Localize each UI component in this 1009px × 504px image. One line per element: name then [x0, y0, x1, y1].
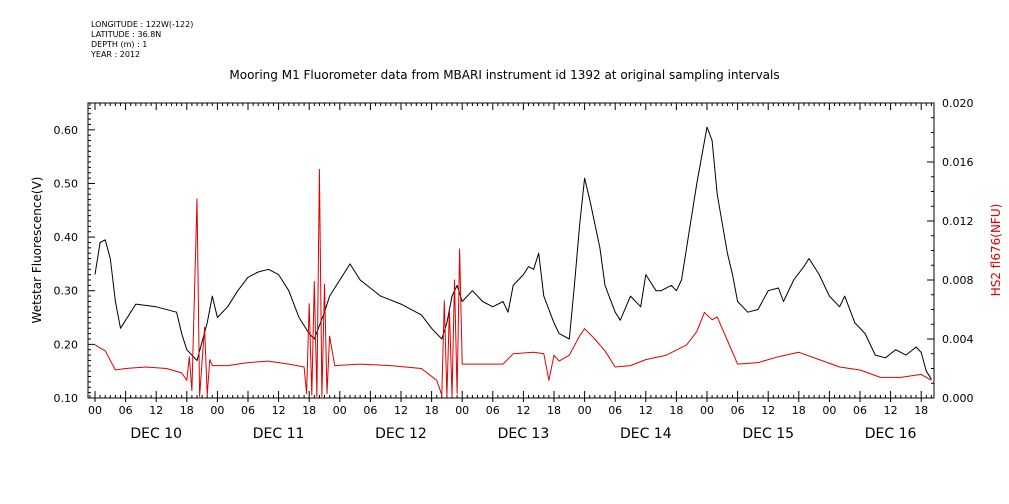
wetstar-fluorescence-line [94, 126, 932, 380]
x-tick-label: 18 [180, 404, 194, 417]
y-left-tick-label: 0.20 [54, 338, 79, 351]
x-tick-label: 06 [486, 404, 500, 417]
x-tick-label: 06 [731, 404, 745, 417]
x-tick-label: 18 [302, 404, 316, 417]
year-text: YEAR : 2012 [91, 50, 141, 59]
metadata-block: LONGITUDE : 122W(-122) LATITUDE : 36.8N … [91, 20, 193, 60]
x-tick-label: 18 [792, 404, 806, 417]
x-tick-label: 12 [516, 404, 530, 417]
chart-title: Mooring M1 Fluorometer data from MBARI i… [229, 68, 780, 82]
x-day-label: DEC 11 [253, 426, 305, 442]
y-right-tick-label: 0.004 [942, 333, 974, 346]
y-right-tick-label: 0.008 [942, 274, 974, 287]
y-left-tick-label: 0.50 [54, 177, 79, 190]
x-tick-label: 00 [88, 404, 102, 417]
hs2-fl676-line [94, 168, 932, 397]
x-tick-label: 12 [761, 404, 775, 417]
x-day-label: DEC 12 [375, 426, 427, 442]
x-day-label: DEC 10 [130, 426, 182, 442]
x-tick-label: 12 [394, 404, 408, 417]
x-day-label: DEC 14 [620, 426, 672, 442]
x-tick-label: 06 [853, 404, 867, 417]
series-group [94, 126, 932, 397]
x-tick-label: 12 [639, 404, 653, 417]
x-day-label: DEC 13 [498, 426, 550, 442]
y-right-tick-label: 0.020 [942, 97, 974, 110]
x-tick-label: 00 [578, 404, 592, 417]
x-tick-label: 00 [455, 404, 469, 417]
x-tick-label: 06 [608, 404, 622, 417]
longitude-text: LONGITUDE : 122W(-122) [91, 20, 194, 29]
x-tick-label: 06 [363, 404, 377, 417]
y-left-tick-label: 0.30 [54, 285, 79, 298]
x-tick-label: 06 [241, 404, 255, 417]
x-tick-label: 18 [425, 404, 439, 417]
tick-label-group: 00 06 12 18 00 06 12 18 00 06 12 18 00 06 12 18 00 06 12 18… [54, 97, 974, 442]
x-tick-label: 18 [669, 404, 683, 417]
latitude-text: LATITUDE : 36.8N [91, 30, 162, 39]
x-tick-label: 12 [149, 404, 163, 417]
y-left-tick-label: 0.60 [54, 124, 79, 137]
x-tick-label: 00 [210, 404, 224, 417]
depth-text: DEPTH (m) : 1 [91, 40, 148, 49]
x-tick-label: 12 [884, 404, 898, 417]
y-left-tick-label: 0.10 [54, 392, 79, 405]
left-axis-label: Wetstar Fluorescence(V) [30, 177, 44, 324]
x-tick-label: 18 [547, 404, 561, 417]
y-right-tick-label: 0.016 [942, 156, 974, 169]
x-tick-label: 06 [119, 404, 133, 417]
x-day-label: DEC 15 [742, 426, 794, 442]
x-tick-label: 00 [700, 404, 714, 417]
x-tick-label: 12 [272, 404, 286, 417]
y-right-tick-label: 0.012 [942, 215, 974, 228]
plot-frame [87, 102, 935, 399]
y-right-tick-label: 0.000 [942, 392, 974, 405]
y-left-tick-label: 0.40 [54, 231, 79, 244]
tick-group [88, 102, 934, 402]
x-day-label: DEC 16 [865, 426, 917, 442]
x-tick-label: 00 [333, 404, 347, 417]
x-tick-label: 00 [822, 404, 836, 417]
x-tick-label: 18 [914, 404, 928, 417]
right-axis-label: HS2 fl676(NFU) [989, 204, 1003, 297]
